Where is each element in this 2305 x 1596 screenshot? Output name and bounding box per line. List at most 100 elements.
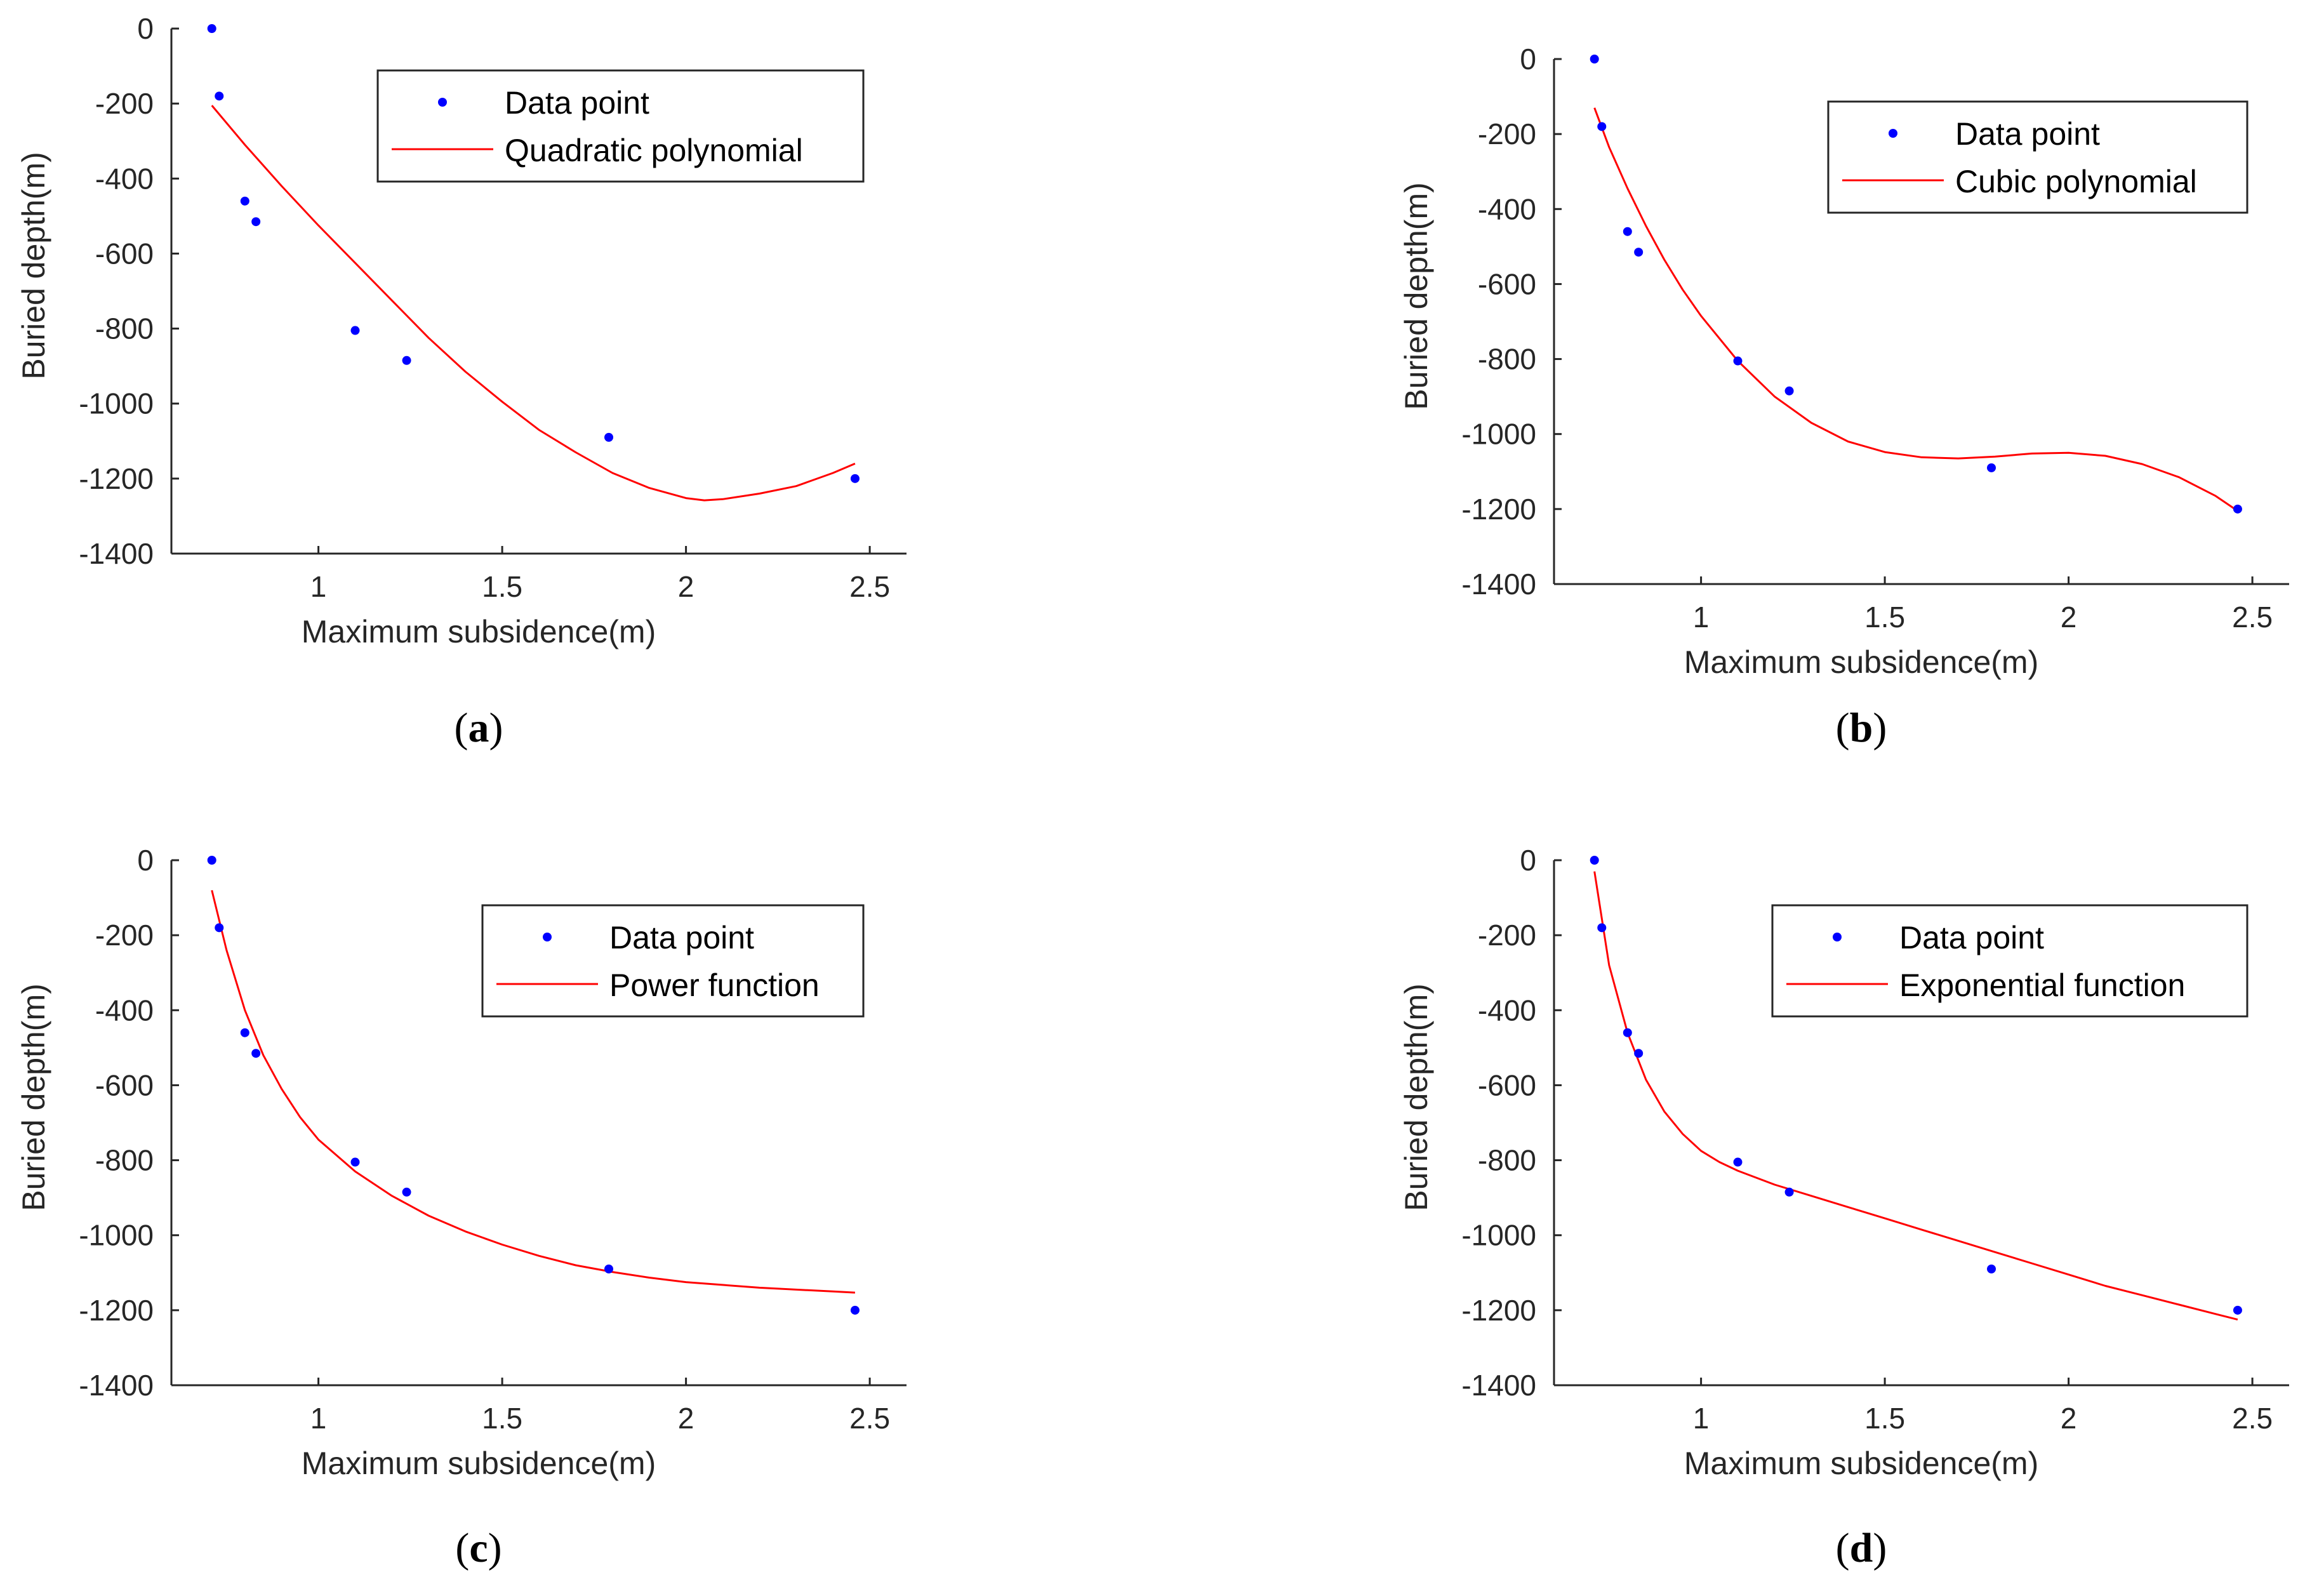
y-tick-label: -200 <box>95 919 154 952</box>
y-tick-label: -800 <box>95 312 154 345</box>
data-point <box>1733 356 1743 366</box>
caption-open-paren: ( <box>1836 1525 1850 1571</box>
y-axis-title: Buried depth(m) <box>1398 983 1434 1211</box>
x-axis-title: Maximum subsidence(m) <box>1684 644 2038 680</box>
data-point <box>1784 386 1794 396</box>
fit-curve <box>211 105 856 502</box>
legend-point-marker <box>1889 129 1897 138</box>
y-tick-label: -1200 <box>79 462 154 495</box>
y-tick-label: -800 <box>1478 343 1536 376</box>
y-tick-label: -200 <box>1478 117 1536 150</box>
y-tick-label: -1200 <box>1461 1294 1536 1327</box>
x-axis-title: Maximum subsidence(m) <box>1684 1446 2038 1481</box>
y-tick-label: 0 <box>1520 844 1536 877</box>
chart-panel-b: 0 -200 -400 -600 -800 -1000 -1200 -1400 1 1.5 2 2.5… <box>1398 43 2289 751</box>
legend-label-fit: Cubic polynomial <box>1955 164 2197 199</box>
x-tick-label: 2 <box>678 570 694 603</box>
x-tick-label: 1 <box>1693 1402 1710 1435</box>
data-point <box>350 326 360 335</box>
data-point <box>604 432 614 442</box>
data-point <box>240 196 249 206</box>
chart-panel-c: 0 -200 -400 -600 -800 -1000 -1200 -1400 1 1.5 2 2.5… <box>16 844 907 1571</box>
y-tick-label: -1400 <box>79 1369 154 1402</box>
y-tick-label: -400 <box>1478 994 1536 1027</box>
y-tick-label: -400 <box>1478 192 1536 225</box>
data-point <box>240 1028 249 1037</box>
data-point <box>1634 1049 1644 1058</box>
panel-caption: (c) <box>455 1525 502 1571</box>
caption-close-paren: ) <box>489 705 503 751</box>
data-point <box>1590 856 1599 865</box>
caption-open-paren: ( <box>1836 705 1850 751</box>
x-tick-label: 1 <box>310 1402 327 1435</box>
fit-curve <box>211 889 855 1294</box>
legend-box <box>1827 100 2249 214</box>
data-point <box>1597 923 1607 933</box>
panel-caption: (a) <box>455 705 503 751</box>
data-point <box>1590 55 1599 63</box>
caption-open-paren: ( <box>455 1525 469 1571</box>
data-point <box>251 1049 261 1058</box>
legend-label-data-point: Data point <box>505 85 649 121</box>
legend: Data point Quadratic polynomial <box>376 69 865 183</box>
x-tick-label: 2.5 <box>2232 1402 2273 1435</box>
legend-label-fit: Power function <box>609 968 820 1003</box>
x-axis-title: Maximum subsidence(m) <box>302 614 656 649</box>
legend-point-marker <box>1833 933 1842 941</box>
data-point <box>2233 1305 2242 1315</box>
caption-close-paren: ) <box>1873 705 1887 751</box>
y-tick-label: -1000 <box>79 1219 154 1252</box>
data-point <box>1733 1157 1743 1167</box>
y-tick-label: 0 <box>137 12 154 45</box>
data-point <box>350 1157 360 1167</box>
y-axis-title: Buried depth(m) <box>16 152 51 380</box>
caption-close-paren: ) <box>1873 1525 1887 1571</box>
data-point <box>1623 227 1632 236</box>
y-tick-label: 0 <box>137 844 154 877</box>
y-tick-label: -200 <box>95 87 154 120</box>
y-axis-title: Buried depth(m) <box>1398 182 1434 410</box>
fit-curve <box>1593 871 2238 1321</box>
y-tick-label: -1000 <box>79 387 154 420</box>
y-tick-label: -600 <box>95 1068 154 1101</box>
caption-letter: d <box>1850 1525 1873 1571</box>
panel-caption: (d) <box>1836 1525 1887 1571</box>
x-tick-label: 1.5 <box>482 1402 522 1435</box>
data-point <box>604 1264 614 1273</box>
y-tick-label: -200 <box>1478 919 1536 952</box>
y-tick-label: -1400 <box>1461 1369 1536 1402</box>
data-point <box>1987 1264 1996 1273</box>
data-point <box>1784 1187 1794 1197</box>
data-point <box>850 474 860 483</box>
chart-panel-d: 0 -200 -400 -600 -800 -1000 -1200 -1400 1 1.5 2 2.5… <box>1398 844 2289 1571</box>
data-point <box>2233 504 2242 514</box>
x-tick-label: 1 <box>1693 601 1710 634</box>
x-tick-label: 1.5 <box>1864 1402 1905 1435</box>
x-tick-label: 1 <box>310 570 327 603</box>
legend-box <box>376 69 865 183</box>
legend-point-marker <box>543 933 552 941</box>
y-tick-label: -600 <box>1478 1068 1536 1101</box>
data-point <box>1623 1028 1632 1037</box>
x-axis-title: Maximum subsidence(m) <box>302 1446 656 1481</box>
legend-box <box>481 904 865 1018</box>
legend-label-data-point: Data point <box>1899 920 2044 955</box>
x-tick-label: 1.5 <box>482 570 522 603</box>
x-tick-label: 1.5 <box>1864 601 1905 634</box>
data-point <box>1987 463 1996 472</box>
y-tick-label: -600 <box>1478 267 1536 300</box>
caption-letter: b <box>1850 705 1873 751</box>
y-tick-label: 0 <box>1520 43 1536 76</box>
y-tick-label: -1400 <box>1461 568 1536 601</box>
y-tick-label: -1200 <box>1461 493 1536 526</box>
data-point <box>850 1305 860 1315</box>
chart-panel-a: 0 -200 -400 -600 -800 -1000 -1200 -1400 1 1.5 2 2.5… <box>16 12 907 751</box>
legend-label-fit: Exponential function <box>1899 968 2185 1003</box>
legend: Data point Power function <box>481 904 865 1018</box>
data-point <box>402 356 411 365</box>
y-tick-label: -1000 <box>1461 1219 1536 1252</box>
x-tick-label: 2 <box>2061 601 2077 634</box>
legend-box <box>1771 904 2249 1018</box>
y-tick-label: -1400 <box>79 537 154 570</box>
